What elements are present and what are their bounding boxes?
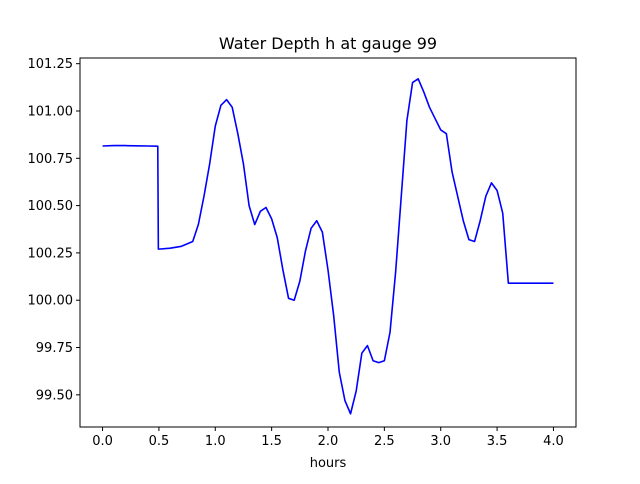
y-tick-label: 101.25 (28, 57, 74, 72)
y-tick-label: 100.50 (28, 199, 74, 214)
chart-title: Water Depth h at gauge 99 (219, 34, 437, 53)
y-tick-label: 100.75 (28, 152, 74, 167)
y-tick-label: 101.00 (28, 104, 74, 119)
axis-ticks: 0.0 0.5 1.0 1.5 2.0 2.5 3.0 3.5 4.0 99.50 99.75 100… (28, 57, 564, 449)
series-layer (102, 78, 554, 415)
series-line (102, 78, 554, 415)
y-tick-label: 100.00 (28, 294, 74, 309)
x-tick-label: 0.0 (92, 434, 113, 449)
x-tick-label: 0.5 (149, 434, 170, 449)
x-tick-label: 4.0 (543, 434, 564, 449)
x-tick-label: 3.5 (487, 434, 508, 449)
x-tick-label: 3.0 (430, 434, 451, 449)
plot-area-frame (79, 57, 577, 428)
x-tick-label: 2.0 (318, 434, 339, 449)
y-tick-label: 100.25 (28, 246, 74, 261)
x-tick-label: 1.0 (205, 434, 226, 449)
y-tick-label: 99.50 (36, 388, 73, 403)
x-axis-label: hours (310, 456, 347, 471)
y-tick-label: 99.75 (36, 341, 73, 356)
x-tick-label: 1.5 (261, 434, 282, 449)
x-tick-label: 2.5 (374, 434, 395, 449)
